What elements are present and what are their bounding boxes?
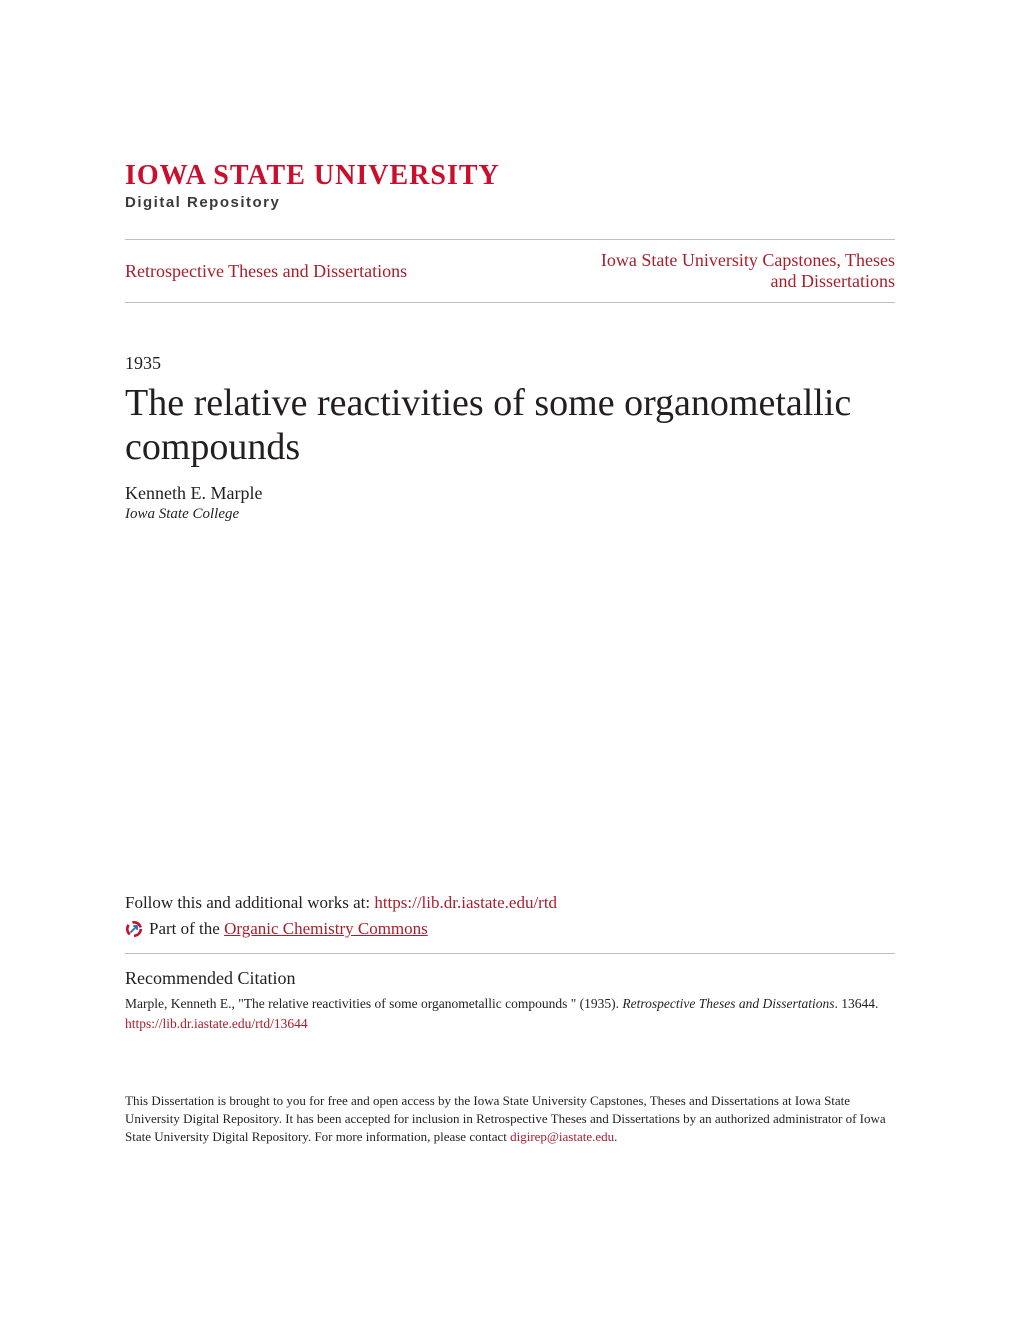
author-name: Kenneth E. Marple — [125, 483, 895, 504]
footer-email-link[interactable]: digirep@iastate.edu — [510, 1129, 614, 1144]
repository-tagline: Digital Repository — [125, 194, 895, 211]
network-icon — [125, 920, 143, 938]
citation-heading: Recommended Citation — [125, 968, 895, 989]
breadcrumb: Retrospective Theses and Dissertations I… — [125, 239, 895, 303]
institution-logo: IOWA STATE UNIVERSITY Digital Repository — [125, 160, 895, 211]
publication-year: 1935 — [125, 353, 895, 374]
partof-link[interactable]: Organic Chemistry Commons — [224, 919, 428, 938]
university-name-text: IOWA STATE UNIVERSITY — [125, 160, 500, 191]
follow-line: Follow this and additional works at: htt… — [125, 893, 895, 913]
citation-prefix: Marple, Kenneth E., "The relative reacti… — [125, 996, 622, 1011]
breadcrumb-right-link[interactable]: Iowa State University Capstones, Theses … — [575, 250, 895, 292]
partof-prefix: Part of the — [149, 919, 224, 938]
follow-section: Follow this and additional works at: htt… — [125, 893, 895, 939]
follow-url-link[interactable]: https://lib.dr.iastate.edu/rtd — [374, 893, 557, 912]
footer-disclaimer: This Dissertation is brought to you for … — [125, 1092, 895, 1147]
author-affiliation: Iowa State College — [125, 506, 895, 523]
citation-url[interactable]: https://lib.dr.iastate.edu/rtd/13644 — [125, 1016, 895, 1032]
footer-suffix: . — [614, 1129, 617, 1144]
section-divider — [125, 953, 895, 954]
citation-series: Retrospective Theses and Dissertations — [622, 996, 834, 1011]
document-title: The relative reactivities of some organo… — [125, 382, 895, 469]
breadcrumb-left-link[interactable]: Retrospective Theses and Dissertations — [125, 261, 407, 282]
partof-text: Part of the Organic Chemistry Commons — [149, 919, 428, 939]
citation-suffix: . 13644. — [834, 996, 878, 1011]
citation-text: Marple, Kenneth E., "The relative reacti… — [125, 995, 895, 1013]
footer-prefix: This Dissertation is brought to you for … — [125, 1093, 886, 1144]
university-name: IOWA STATE UNIVERSITY — [125, 160, 895, 192]
partof-row: Part of the Organic Chemistry Commons — [125, 919, 895, 939]
follow-label: Follow this and additional works at: — [125, 893, 374, 912]
citation-url-link[interactable]: https://lib.dr.iastate.edu/rtd/13644 — [125, 1016, 308, 1031]
